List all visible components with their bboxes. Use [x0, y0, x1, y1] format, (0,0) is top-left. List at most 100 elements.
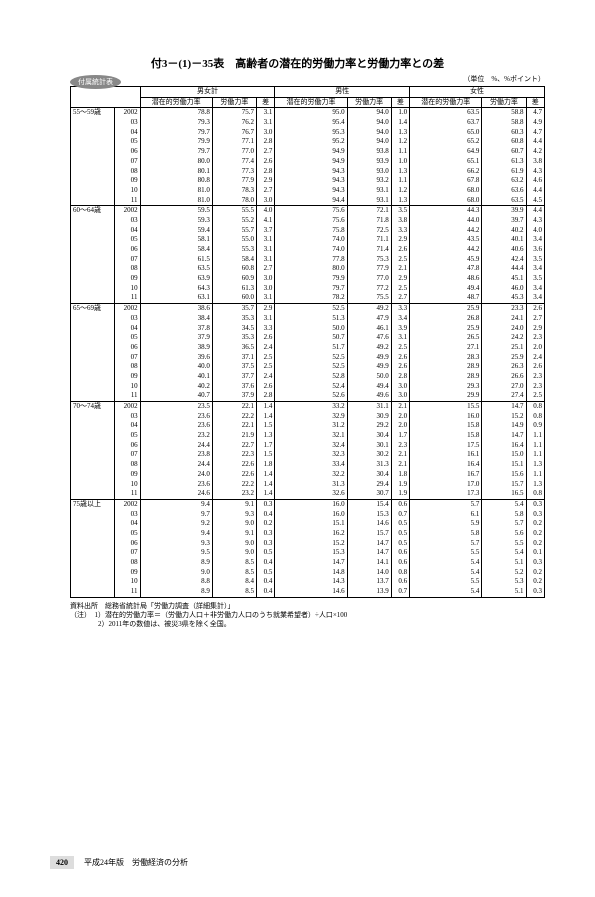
- data-cell: 52.5: [275, 353, 347, 363]
- data-cell: 30.7: [347, 489, 391, 499]
- data-cell: 58.1: [140, 235, 212, 245]
- data-cell: 0.4: [256, 577, 274, 587]
- data-cell: 47.6: [347, 333, 391, 343]
- data-cell: 17.5: [410, 441, 482, 451]
- data-cell: 94.3: [275, 176, 347, 186]
- year-cell: 10: [115, 577, 140, 587]
- data-cell: 15.5: [410, 402, 482, 412]
- data-cell: 15.3: [347, 510, 391, 520]
- data-cell: 3.1: [391, 333, 409, 343]
- data-cell: 22.7: [212, 441, 256, 451]
- data-cell: 60.8: [482, 137, 526, 147]
- data-cell: 9.0: [212, 539, 256, 549]
- data-cell: 37.9: [212, 391, 256, 401]
- data-cell: 59.3: [140, 216, 212, 226]
- data-cell: 77.0: [347, 274, 391, 284]
- data-cell: 2.7: [391, 293, 409, 303]
- data-cell: 4.4: [526, 186, 544, 196]
- data-cell: 38.6: [140, 304, 212, 314]
- data-cell: 74.0: [275, 245, 347, 255]
- data-cell: 15.4: [347, 499, 391, 509]
- data-cell: 27.4: [482, 391, 526, 401]
- data-cell: 24.1: [482, 314, 526, 324]
- data-cell: 2.5: [391, 255, 409, 265]
- data-cell: 14.6: [347, 519, 391, 529]
- data-cell: 5.4: [410, 558, 482, 568]
- data-cell: 61.5: [140, 255, 212, 265]
- data-cell: 3.4: [526, 293, 544, 303]
- data-cell: 3.1: [256, 245, 274, 255]
- data-cell: 14.9: [482, 421, 526, 431]
- data-cell: 1.4: [256, 412, 274, 422]
- data-cell: 4.0: [256, 206, 274, 216]
- note-line: （注） 1）潜在的労働力率＝（労働力人口＋非労働力人口のうち就業希望者）÷人口×…: [70, 611, 545, 620]
- data-cell: 40.1: [140, 372, 212, 382]
- data-cell: 2.9: [391, 235, 409, 245]
- data-cell: 40.2: [482, 226, 526, 236]
- data-cell: 0.9: [526, 421, 544, 431]
- data-cell: 55.7: [212, 226, 256, 236]
- year-cell: 10: [115, 480, 140, 490]
- data-cell: 0.7: [391, 587, 409, 597]
- data-cell: 4.1: [256, 216, 274, 226]
- data-cell: 2.9: [256, 304, 274, 314]
- data-cell: 0.2: [256, 519, 274, 529]
- data-cell: 1.1: [526, 470, 544, 480]
- data-cell: 3.1: [256, 235, 274, 245]
- data-cell: 0.3: [526, 558, 544, 568]
- data-cell: 0.7: [391, 510, 409, 520]
- data-cell: 36.5: [212, 343, 256, 353]
- page-number: 420: [50, 856, 74, 869]
- data-cell: 1.4: [256, 489, 274, 499]
- data-cell: 2.3: [526, 382, 544, 392]
- data-cell: 30.9: [347, 412, 391, 422]
- data-cell: 5.8: [410, 529, 482, 539]
- data-cell: 5.4: [410, 587, 482, 597]
- data-cell: 46.1: [347, 324, 391, 334]
- year-cell: 06: [115, 343, 140, 353]
- data-cell: 2.7: [256, 186, 274, 196]
- data-cell: 14.7: [275, 558, 347, 568]
- data-cell: 5.3: [482, 577, 526, 587]
- data-cell: 32.2: [275, 470, 347, 480]
- data-cell: 13.7: [347, 577, 391, 587]
- data-cell: 24.6: [140, 489, 212, 499]
- data-cell: 0.6: [391, 499, 409, 509]
- data-cell: 74.0: [275, 235, 347, 245]
- data-cell: 0.3: [256, 539, 274, 549]
- year-cell: 09: [115, 176, 140, 186]
- data-cell: 2.0: [391, 421, 409, 431]
- data-cell: 78.8: [140, 108, 212, 118]
- data-cell: 3.6: [526, 245, 544, 255]
- data-cell: 44.2: [410, 226, 482, 236]
- data-cell: 52.6: [275, 391, 347, 401]
- data-cell: 15.6: [482, 470, 526, 480]
- data-cell: 40.1: [482, 235, 526, 245]
- data-cell: 9.1: [212, 499, 256, 509]
- data-cell: 1.4: [256, 402, 274, 412]
- data-cell: 51.3: [275, 314, 347, 324]
- data-cell: 2.1: [391, 450, 409, 460]
- data-table: 男女計男性女性潜在的労働力率労働力率差潜在的労働力率労働力率差潜在的労働力率労働…: [70, 86, 545, 598]
- data-cell: 4.5: [526, 196, 544, 206]
- data-cell: 3.5: [526, 274, 544, 284]
- data-cell: 14.3: [275, 577, 347, 587]
- data-cell: 0.3: [526, 510, 544, 520]
- data-cell: 3.0: [256, 284, 274, 294]
- data-cell: 24.4: [140, 441, 212, 451]
- year-cell: 07: [115, 353, 140, 363]
- age-group-label: 60～64歳: [71, 206, 115, 304]
- data-cell: 75.3: [347, 255, 391, 265]
- data-cell: 52.5: [275, 362, 347, 372]
- data-cell: 32.4: [275, 441, 347, 451]
- data-cell: 16.7: [410, 470, 482, 480]
- col-header: 労働力率: [347, 97, 391, 108]
- data-cell: 95.0: [275, 108, 347, 118]
- data-cell: 9.0: [212, 548, 256, 558]
- data-cell: 9.3: [140, 539, 212, 549]
- data-cell: 23.6: [140, 421, 212, 431]
- data-cell: 1.0: [391, 108, 409, 118]
- section-badge: 付属統計表: [70, 75, 121, 89]
- data-cell: 0.2: [526, 539, 544, 549]
- data-cell: 2.0: [391, 412, 409, 422]
